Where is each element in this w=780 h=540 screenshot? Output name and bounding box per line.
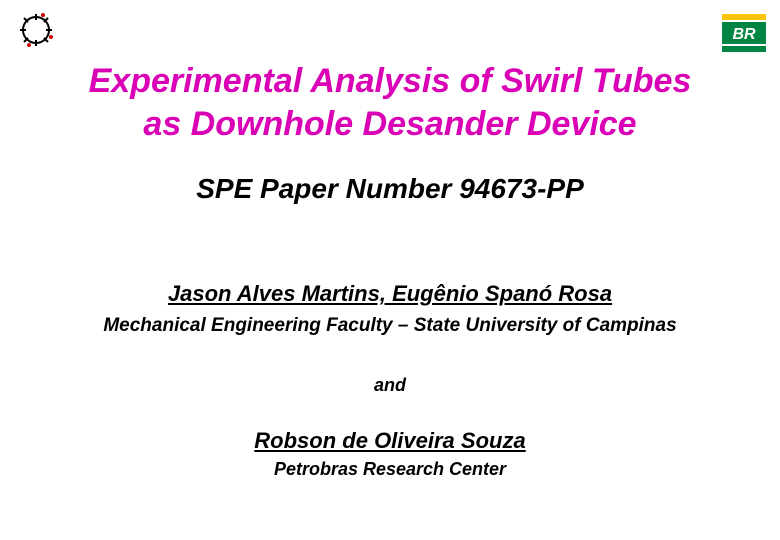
author-affiliation-1: Mechanical Engineering Faculty – State U…	[0, 315, 780, 337]
slide-title: Experimental Analysis of Swirl Tubes as …	[0, 60, 780, 145]
connector-and: and	[0, 375, 780, 396]
title-slide: BR Experimental Analysis of Swirl Tubes …	[0, 0, 780, 540]
unicamp-crest-icon	[18, 12, 54, 48]
petrobras-br-logo: BR	[722, 14, 766, 54]
petrobras-logo: BR	[722, 14, 766, 59]
author-names-2: Robson de Oliveira Souza	[0, 428, 780, 454]
title-line-1: Experimental Analysis of Swirl Tubes	[89, 62, 692, 100]
author-affiliation-2: Petrobras Research Center	[0, 459, 780, 480]
svg-text:BR: BR	[732, 26, 756, 43]
author-names-1: Jason Alves Martins, Eugênio Spanó Rosa	[0, 281, 780, 307]
unicamp-logo	[18, 12, 54, 53]
title-line-2: as Downhole Desander Device	[143, 105, 636, 143]
slide-subtitle: SPE Paper Number 94673-PP	[0, 173, 780, 205]
